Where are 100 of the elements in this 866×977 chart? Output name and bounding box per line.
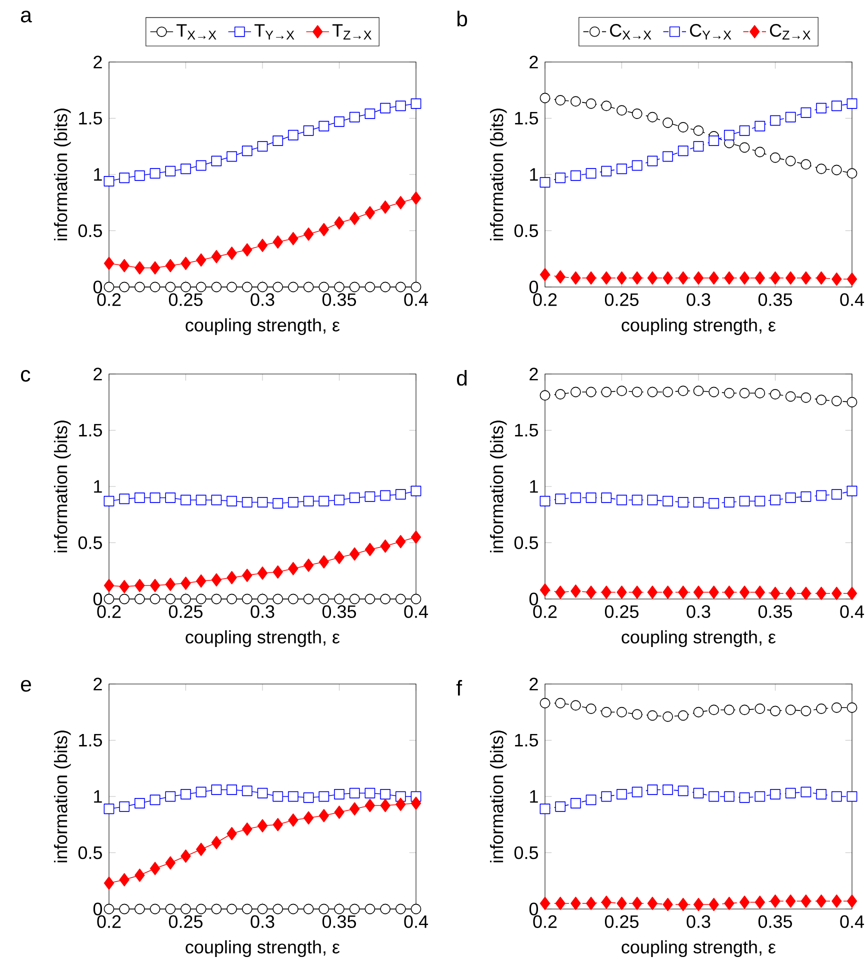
point xyxy=(410,191,422,205)
y-tick-label: 0 xyxy=(529,592,538,606)
point xyxy=(693,271,704,285)
point xyxy=(570,271,581,285)
point xyxy=(119,172,130,184)
point xyxy=(616,494,627,506)
point xyxy=(226,826,237,840)
point xyxy=(395,594,406,604)
point xyxy=(364,594,376,604)
point xyxy=(104,256,114,270)
point xyxy=(662,386,673,398)
y-axis-title: information (bits) xyxy=(490,108,507,240)
point xyxy=(555,270,566,284)
point xyxy=(708,791,720,802)
point xyxy=(349,788,360,798)
x-tick-label: 0.2 xyxy=(533,605,557,618)
legend-label: T$_{Y→X}$ xyxy=(254,24,294,40)
point xyxy=(555,95,566,106)
point xyxy=(257,594,268,604)
point xyxy=(831,396,842,406)
point xyxy=(754,704,766,714)
point xyxy=(226,246,237,260)
point xyxy=(678,898,688,912)
point xyxy=(632,709,642,720)
point xyxy=(662,271,673,285)
point xyxy=(104,904,114,914)
point xyxy=(364,788,376,798)
point xyxy=(586,386,596,398)
y-axis-title: information (bits) xyxy=(54,420,71,552)
x-tick-label: 0.2 xyxy=(97,605,121,618)
point xyxy=(257,904,268,914)
point xyxy=(150,492,160,503)
point xyxy=(410,594,422,604)
point xyxy=(816,164,826,174)
point xyxy=(570,96,581,107)
point xyxy=(364,491,376,502)
point xyxy=(632,160,642,171)
point xyxy=(739,388,750,398)
point xyxy=(211,494,222,506)
point xyxy=(616,706,627,718)
point xyxy=(708,498,720,509)
point xyxy=(242,282,252,292)
point xyxy=(632,386,642,398)
point xyxy=(770,706,780,716)
point xyxy=(180,594,191,604)
point xyxy=(364,904,376,914)
point xyxy=(831,791,842,802)
x-tick-label: 0.4 xyxy=(840,605,864,618)
point xyxy=(104,578,114,592)
point xyxy=(846,396,858,408)
point xyxy=(318,120,330,132)
point xyxy=(754,896,765,909)
x-tick-label: 0.3 xyxy=(250,915,274,928)
point xyxy=(334,904,344,914)
point xyxy=(616,386,627,396)
point xyxy=(708,271,719,285)
point xyxy=(601,386,612,398)
point xyxy=(180,849,191,863)
point xyxy=(396,534,406,548)
x-tick-label: 0.4 xyxy=(404,293,428,306)
x-tick-label: 0.2 xyxy=(97,915,121,928)
point xyxy=(724,271,734,285)
point xyxy=(724,130,734,140)
point xyxy=(410,282,422,292)
y-tick-label: 0.5 xyxy=(514,224,538,238)
x-axis-title: coupling strength, ε xyxy=(622,940,776,958)
point xyxy=(632,108,642,119)
point xyxy=(242,904,252,914)
point xyxy=(134,282,145,292)
point xyxy=(242,786,252,796)
x-axis-title: coupling strength, ε xyxy=(186,318,340,336)
point xyxy=(196,594,206,604)
y-tick-label: 2 xyxy=(94,368,102,380)
legend-label: T$_{X→X}$ xyxy=(176,24,216,40)
point xyxy=(165,578,176,592)
point xyxy=(647,494,658,506)
point xyxy=(134,798,145,808)
point xyxy=(800,107,812,118)
point xyxy=(540,896,550,910)
x-tick-label: 0.4 xyxy=(404,605,428,618)
point xyxy=(693,706,704,718)
x-axis-title: coupling strength, ε xyxy=(186,940,340,958)
point xyxy=(616,105,627,116)
point xyxy=(211,594,222,604)
point xyxy=(693,125,704,136)
point xyxy=(364,282,376,292)
point xyxy=(180,164,191,174)
x-tick-label: 0.35 xyxy=(758,915,792,928)
point xyxy=(708,586,719,599)
point xyxy=(242,146,252,156)
point xyxy=(662,151,673,162)
point xyxy=(555,698,566,708)
point xyxy=(708,704,720,716)
point xyxy=(739,496,750,506)
point xyxy=(586,168,596,179)
point xyxy=(616,896,627,910)
point xyxy=(380,798,390,812)
point xyxy=(786,586,796,600)
y-axis-title: information (bits) xyxy=(490,420,507,552)
point xyxy=(410,98,422,109)
